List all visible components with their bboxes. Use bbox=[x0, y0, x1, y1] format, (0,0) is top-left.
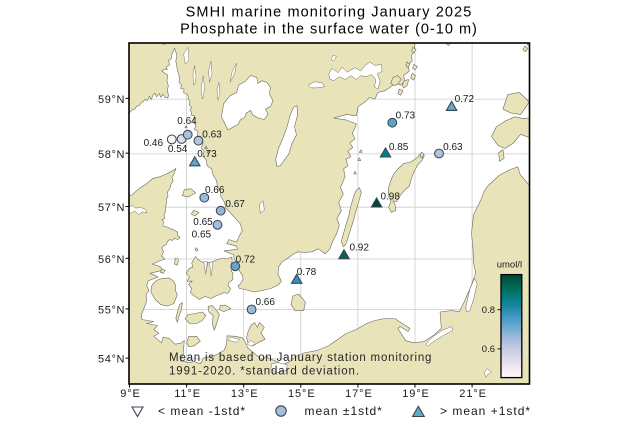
svg-text:0.8: 0.8 bbox=[482, 305, 495, 316]
svg-text:< mean -1std*: < mean -1std* bbox=[158, 404, 246, 418]
svg-text:56°N: 56°N bbox=[98, 254, 125, 266]
svg-text:17°E: 17°E bbox=[345, 388, 373, 400]
svg-text:9°E: 9°E bbox=[120, 388, 141, 400]
svg-text:SMHI marine monitoring January: SMHI marine monitoring January 2025 bbox=[186, 5, 473, 21]
svg-text:Phosphate in the surface water: Phosphate in the surface water (0-10 m) bbox=[180, 22, 478, 38]
svg-text:0.63: 0.63 bbox=[202, 129, 222, 140]
svg-text:0.64: 0.64 bbox=[177, 116, 197, 127]
svg-text:0.6: 0.6 bbox=[482, 344, 495, 355]
svg-text:> mean +1std*: > mean +1std* bbox=[440, 404, 531, 418]
svg-text:59°N: 59°N bbox=[98, 94, 125, 106]
svg-text:0.65: 0.65 bbox=[193, 217, 213, 228]
svg-text:54°N: 54°N bbox=[98, 354, 125, 366]
svg-text:Mean is based on January stati: Mean is based on January station monitor… bbox=[169, 352, 432, 364]
svg-text:58°N: 58°N bbox=[98, 149, 125, 161]
svg-text:0.54: 0.54 bbox=[168, 144, 188, 155]
svg-text:57°N: 57°N bbox=[98, 202, 125, 214]
svg-text:0.65: 0.65 bbox=[192, 230, 212, 241]
svg-text:19°E: 19°E bbox=[402, 388, 430, 400]
svg-text:11°E: 11°E bbox=[174, 388, 201, 400]
svg-text:0.66: 0.66 bbox=[205, 185, 225, 196]
svg-text:0.98: 0.98 bbox=[380, 192, 400, 203]
svg-text:0.46: 0.46 bbox=[144, 138, 164, 149]
svg-text:0.66: 0.66 bbox=[255, 297, 275, 308]
svg-text:mean ±1std*: mean ±1std* bbox=[305, 404, 383, 418]
svg-text:0.73: 0.73 bbox=[197, 149, 217, 160]
svg-text:1991-2020. *standard deviation: 1991-2020. *standard deviation. bbox=[169, 366, 360, 378]
svg-text:15°E: 15°E bbox=[288, 388, 316, 400]
svg-text:0.67: 0.67 bbox=[225, 199, 245, 210]
svg-text:0.85: 0.85 bbox=[389, 142, 409, 153]
svg-text:0.72: 0.72 bbox=[455, 94, 475, 105]
svg-text:umol/l: umol/l bbox=[497, 260, 522, 271]
svg-text:0.92: 0.92 bbox=[349, 242, 369, 253]
svg-text:0.78: 0.78 bbox=[297, 267, 317, 278]
svg-text:0.63: 0.63 bbox=[443, 142, 463, 153]
svg-text:13°E: 13°E bbox=[231, 388, 259, 400]
svg-text:0.73: 0.73 bbox=[396, 111, 416, 122]
svg-text:55°N: 55°N bbox=[98, 305, 125, 317]
svg-text:21°E: 21°E bbox=[459, 388, 487, 400]
svg-text:0.72: 0.72 bbox=[236, 255, 256, 266]
